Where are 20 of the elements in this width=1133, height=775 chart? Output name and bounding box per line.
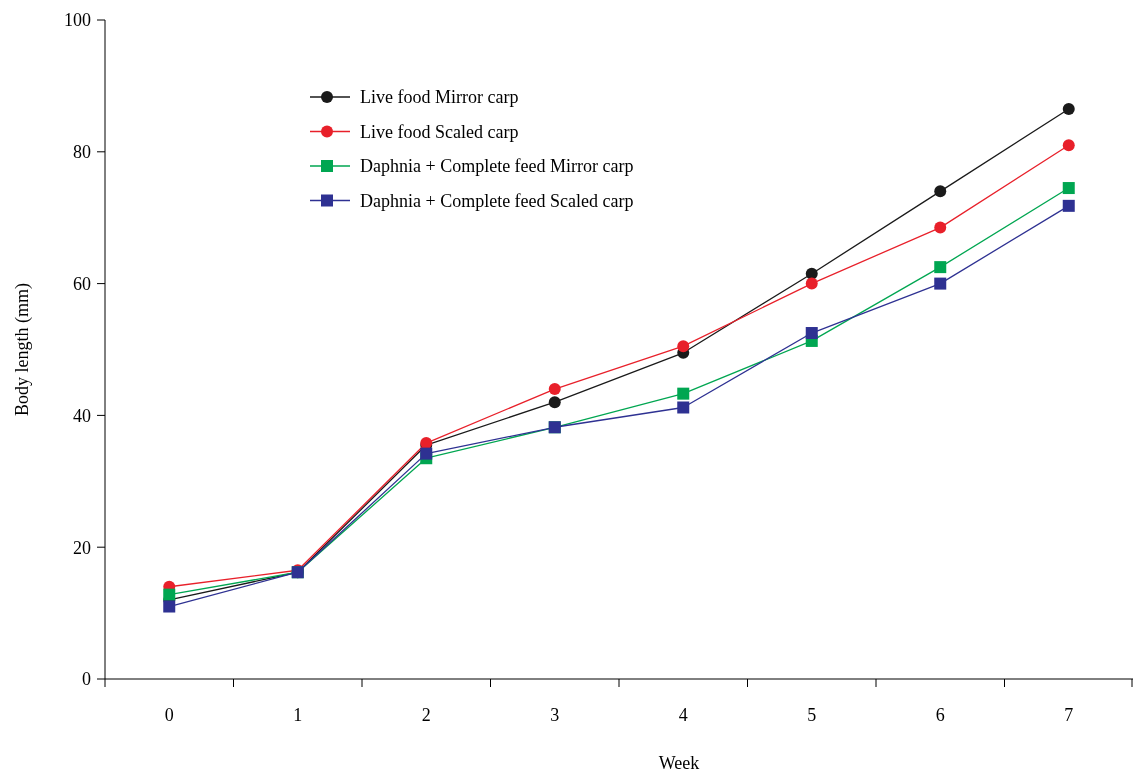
x-tick-label: 3	[550, 705, 560, 725]
x-tick-label: 0	[164, 705, 174, 725]
x-tick-label: 1	[293, 705, 303, 725]
legend-label: Daphnia + Complete feed Mirror carp	[360, 156, 634, 177]
y-tick-label: 60	[73, 273, 91, 294]
x-tick-label: 7	[1064, 705, 1074, 725]
x-tick-label: 2	[421, 705, 431, 725]
x-tick-label: 6	[935, 705, 945, 725]
y-tick-label: 0	[82, 669, 91, 690]
y-tick-label: 20	[73, 537, 91, 558]
y-axis-title: Body length (mm)	[12, 283, 33, 416]
y-tick-label: 80	[73, 142, 91, 163]
y-tick-label: 40	[73, 405, 91, 426]
y-tick-label: 100	[64, 10, 91, 31]
x-tick-label: 5	[807, 705, 817, 725]
x-tick-label: 4	[678, 705, 688, 725]
x-axis-title: Week	[658, 753, 700, 773]
legend-label: Live food Scaled carp	[360, 121, 519, 142]
legend-label: Live food Mirror carp	[360, 87, 519, 108]
legend-label: Daphnia + Complete feed Scaled carp	[360, 190, 634, 211]
